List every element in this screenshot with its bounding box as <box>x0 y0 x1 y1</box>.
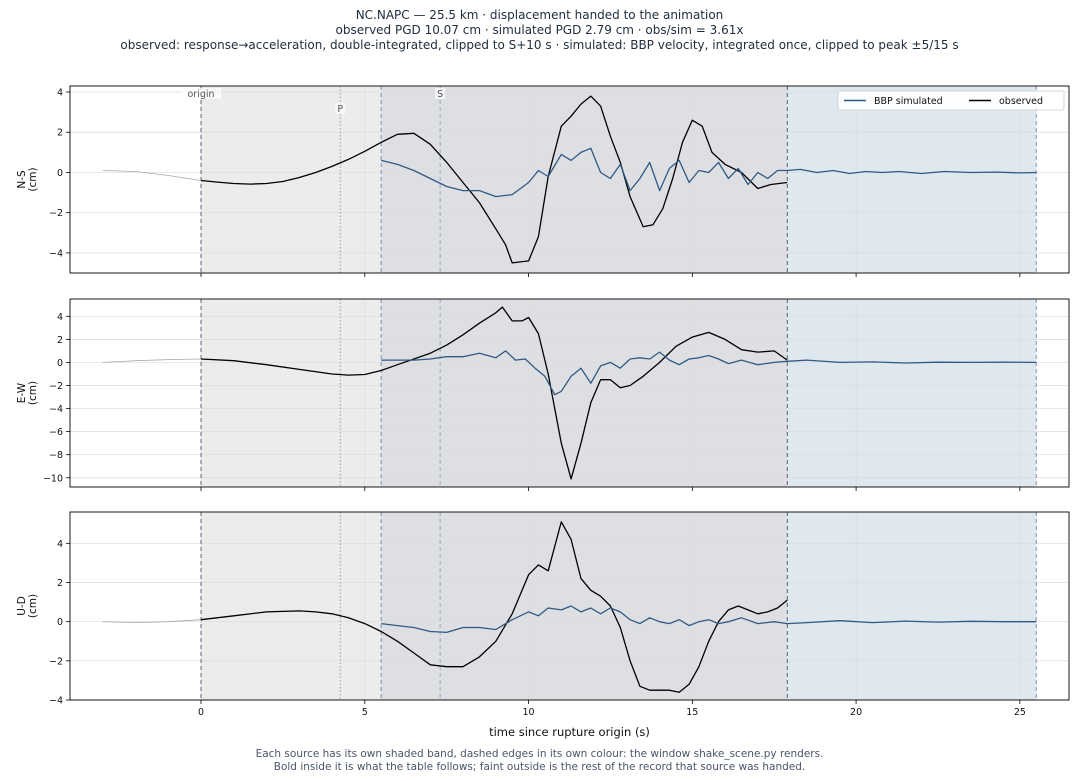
y-axis-label: E-W(cm) <box>16 381 39 405</box>
pgd-summary: observed PGD 10.07 cm · simulated PGD 2.… <box>335 23 744 37</box>
x-tick-label: 0 <box>198 707 204 718</box>
y-axis-label-line: N-S <box>16 170 28 189</box>
observed-faint-trace <box>102 358 202 363</box>
legend: BBP simulated observed <box>837 90 1065 111</box>
y-tick-label: 2 <box>57 578 63 589</box>
marker-label-origin: origin <box>187 89 214 100</box>
y-tick-label: 4 <box>57 539 63 550</box>
legend-label: BBP simulated <box>874 96 943 107</box>
observed-trace <box>200 306 788 480</box>
x-tick-label: 15 <box>686 707 698 718</box>
y-tick-label: 2 <box>57 128 63 139</box>
overlap-window-band <box>381 86 788 273</box>
y-tick-label: −4 <box>49 248 63 259</box>
axes-frame <box>69 298 1070 488</box>
y-tick-label: −2 <box>49 381 63 392</box>
panel-3: −4 −2 0 2 4 0 5 10 15 20 25 U-D(cm) <box>16 511 1070 718</box>
y-axis-label-line: U-D <box>16 596 28 616</box>
marker-label-bg <box>181 88 222 99</box>
simulated-trace <box>381 605 1037 634</box>
footer-note-2: Bold inside it is what the table follows… <box>273 761 806 773</box>
observed-trace <box>200 95 788 264</box>
y-axis-label: N-S(cm) <box>16 167 39 191</box>
x-tick-label: 5 <box>362 707 368 718</box>
legend-label: observed <box>999 96 1043 107</box>
y-tick-label: −2 <box>49 208 63 219</box>
y-tick-label: −8 <box>49 450 63 461</box>
figure-header: NC.NAPC — 25.5 km · displacement handed … <box>0 8 1079 53</box>
y-tick-label: −4 <box>49 404 63 415</box>
observed-window-band <box>201 299 382 487</box>
y-tick-label: −4 <box>49 696 63 707</box>
marker-label-bg <box>335 103 346 114</box>
simulated-window-band <box>787 512 1037 700</box>
observed-faint-trace <box>102 170 202 181</box>
marker-label-p: P <box>337 104 343 115</box>
y-tick-label: 0 <box>57 168 63 179</box>
y-tick-label: 0 <box>57 617 63 628</box>
observed-faint-trace <box>102 619 202 623</box>
footer-note-1: Each source has its own shaded band, das… <box>255 748 824 760</box>
x-axis-label: time since rupture origin (s) <box>489 725 650 739</box>
observed-trace <box>200 521 788 693</box>
x-tick-label: 10 <box>523 707 535 718</box>
axes-frame <box>69 85 1070 274</box>
y-tick-label: 4 <box>57 88 63 99</box>
y-tick-label: 2 <box>57 335 63 346</box>
panel-1: −4 −2 0 2 4 N-S(cm) origin P S BBP simulated obser… <box>16 85 1070 277</box>
simulated-window-band <box>787 86 1037 273</box>
y-tick-label: 4 <box>57 312 63 323</box>
y-axis-label-line: (cm) <box>27 167 39 191</box>
overlap-window-band <box>381 512 788 700</box>
axes-frame <box>69 511 1070 701</box>
marker-label-s: S <box>437 89 443 100</box>
panel-2: −10 −8 −6 −4 −2 0 2 4 E-W(cm) <box>16 298 1070 491</box>
observed-window-band <box>201 512 382 700</box>
processing-notes: observed: response→acceleration, double-… <box>120 38 959 52</box>
y-axis-label-line: (cm) <box>27 381 39 405</box>
legend-box <box>837 90 1065 111</box>
x-tick-label: 20 <box>850 707 862 718</box>
y-tick-label: −10 <box>43 473 63 484</box>
overlap-window-band <box>381 299 788 487</box>
y-tick-label: −6 <box>49 427 63 438</box>
figure-title: NC.NAPC — 25.5 km · displacement handed … <box>355 8 724 22</box>
figure-footer: Each source has its own shaded band, das… <box>0 748 1079 774</box>
x-tick-label: 25 <box>1014 707 1026 718</box>
simulated-trace <box>381 350 1037 396</box>
y-axis-label-line: (cm) <box>27 594 39 618</box>
y-axis-label: U-D(cm) <box>16 594 39 618</box>
y-tick-label: −2 <box>49 656 63 667</box>
simulated-window-band <box>787 299 1037 487</box>
y-axis-label-line: E-W <box>16 382 28 403</box>
marker-label-bg <box>435 88 446 99</box>
y-tick-label: 0 <box>57 358 63 369</box>
simulated-trace <box>381 147 1037 198</box>
